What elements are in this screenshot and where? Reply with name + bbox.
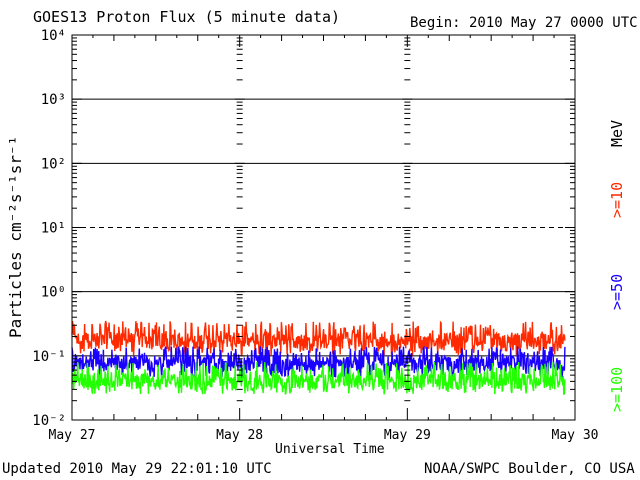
series-line xyxy=(71,361,566,396)
y-tick-label: 10³ xyxy=(41,92,66,108)
y-tick-label: 10⁰ xyxy=(41,285,66,301)
legend-p10: >=10 xyxy=(608,181,626,218)
updated-timestamp: Updated 2010 May 29 22:01:10 UTC xyxy=(2,461,272,477)
x-tick-label: May 29 xyxy=(384,428,431,443)
legend-p50: >=50 xyxy=(608,273,626,310)
begin-date: Begin: 2010 May 27 0000 UTC xyxy=(410,15,638,31)
y-tick-label: 10⁻¹ xyxy=(32,349,66,365)
tick-marks xyxy=(71,34,576,421)
x-axis-label: Universal Time xyxy=(275,442,385,457)
x-tick-label: May 27 xyxy=(49,428,96,443)
y-tick-label: 10² xyxy=(41,156,66,172)
y-axis-label: Particles cm⁻²s⁻¹sr⁻¹ xyxy=(6,135,25,338)
y-tick-label: 10⁴ xyxy=(41,28,66,44)
x-tick-label: May 30 xyxy=(552,428,599,443)
legend-p100: >=100 xyxy=(608,366,626,412)
x-tick-label: May 28 xyxy=(216,428,263,443)
y-tick-label: 10¹ xyxy=(41,221,66,237)
tick-labels: 10⁻² 10⁻¹ 10⁰ 10¹ 10² 10³ 10⁴ May 27 May 28 May 2… xyxy=(32,28,598,443)
gridlines xyxy=(72,98,575,357)
credit-text: NOAA/SWPC Boulder, CO USA xyxy=(424,461,635,477)
y-tick-label: 10⁻² xyxy=(32,413,66,429)
unit-label: MeV xyxy=(608,119,626,147)
series-lines xyxy=(71,320,566,396)
chart-title: GOES13 Proton Flux (5 minute data) xyxy=(33,8,341,26)
series-line xyxy=(71,345,566,380)
series-line xyxy=(71,320,566,356)
